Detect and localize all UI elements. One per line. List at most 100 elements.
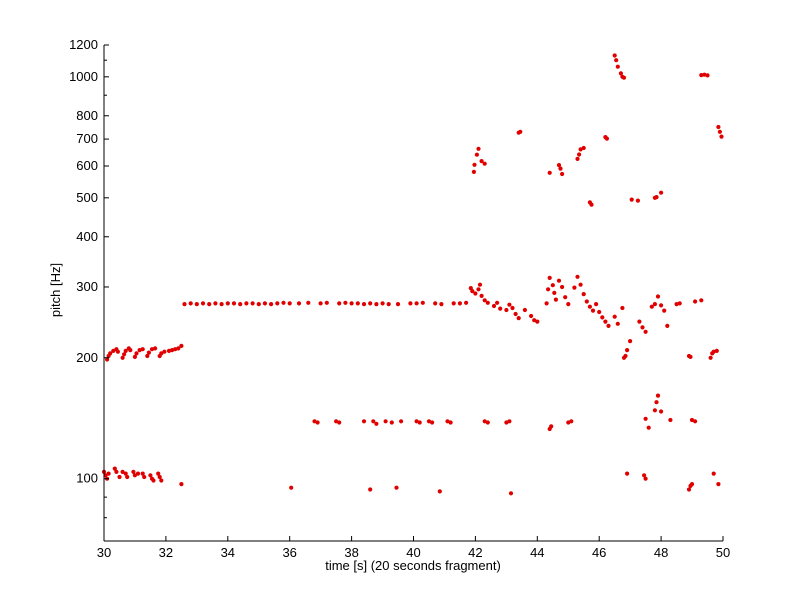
data-point [491, 303, 497, 309]
data-point [655, 294, 661, 299]
data-point [597, 309, 602, 315]
data-point [123, 471, 128, 476]
data-point [477, 282, 483, 287]
data-point [652, 302, 658, 307]
data-point [287, 301, 292, 306]
data-point [269, 302, 274, 307]
data-point [649, 304, 654, 309]
data-point [343, 300, 348, 305]
data-point [507, 419, 512, 424]
data-point [689, 482, 695, 487]
data-point [628, 339, 633, 344]
data-point [142, 474, 147, 480]
data-point [383, 419, 388, 424]
data-point [637, 319, 642, 324]
data-point [337, 420, 342, 425]
data-point [686, 487, 692, 492]
data-point [219, 302, 224, 307]
data-point [612, 53, 617, 58]
data-point [125, 474, 130, 480]
data-point [244, 301, 249, 306]
data-point [717, 129, 723, 134]
data-point [179, 482, 184, 487]
data-point [581, 292, 586, 297]
data-point [544, 301, 549, 306]
data-point [140, 471, 145, 476]
x-tick-label: 46 [592, 545, 606, 560]
data-point [337, 301, 342, 306]
data-point [510, 305, 515, 311]
data-point [716, 482, 721, 487]
data-point [485, 300, 490, 305]
data-point [498, 306, 503, 311]
data-point [238, 302, 243, 307]
data-point [128, 348, 133, 353]
data-point [145, 353, 150, 359]
y-tick-label: 800 [76, 108, 98, 123]
data-point [522, 307, 528, 313]
data-point [643, 476, 648, 481]
data-point [606, 323, 611, 328]
data-point [716, 124, 721, 130]
data-point [688, 354, 693, 359]
data-point [472, 162, 477, 167]
data-point [482, 298, 487, 303]
x-tick-label: 34 [221, 545, 235, 560]
data-point [507, 302, 512, 307]
data-point [693, 419, 698, 424]
data-point [705, 73, 710, 78]
data-point [176, 346, 181, 351]
data-point [618, 71, 624, 76]
data-point [556, 163, 562, 168]
data-point [231, 301, 237, 306]
data-point [146, 350, 151, 355]
x-tick-label: 48 [654, 545, 668, 560]
data-point [614, 58, 619, 63]
data-point [589, 202, 594, 207]
data-point [105, 357, 110, 362]
data-point [315, 420, 320, 425]
data-point [289, 485, 294, 490]
data-point [711, 471, 716, 476]
data-point [693, 299, 698, 304]
data-point [151, 478, 156, 483]
data-point [148, 473, 153, 478]
data-point [112, 466, 117, 471]
data-point [604, 136, 610, 141]
y-tick-label: 400 [76, 229, 98, 244]
data-point [250, 301, 255, 306]
data-point [479, 293, 484, 298]
data-point [504, 307, 509, 313]
data-point [114, 469, 119, 474]
data-point [640, 325, 645, 330]
data-point [603, 319, 608, 324]
data-point [699, 298, 704, 303]
data-point [355, 301, 360, 306]
data-point [476, 146, 481, 151]
data-point [625, 471, 630, 476]
data-point [225, 301, 230, 306]
data-point [408, 301, 413, 306]
y-tick-label: 700 [76, 131, 98, 146]
data-point [306, 300, 311, 305]
data-point [482, 161, 487, 166]
data-point [182, 302, 187, 307]
data-point [552, 290, 557, 295]
y-tick-label: 600 [76, 158, 98, 173]
data-point [577, 152, 582, 157]
data-point [156, 471, 161, 476]
data-point [529, 313, 534, 319]
data-point [569, 419, 574, 424]
data-point [615, 321, 620, 326]
data-point [620, 305, 625, 311]
data-point [153, 346, 158, 351]
data-point [111, 348, 116, 353]
y-tick-label: 1200 [69, 37, 98, 52]
data-point [132, 473, 137, 478]
data-point [162, 349, 167, 354]
data-point [584, 299, 589, 304]
x-tick-label: 40 [406, 545, 420, 560]
data-point [546, 287, 551, 292]
data-point [659, 409, 664, 414]
data-point [414, 301, 419, 306]
